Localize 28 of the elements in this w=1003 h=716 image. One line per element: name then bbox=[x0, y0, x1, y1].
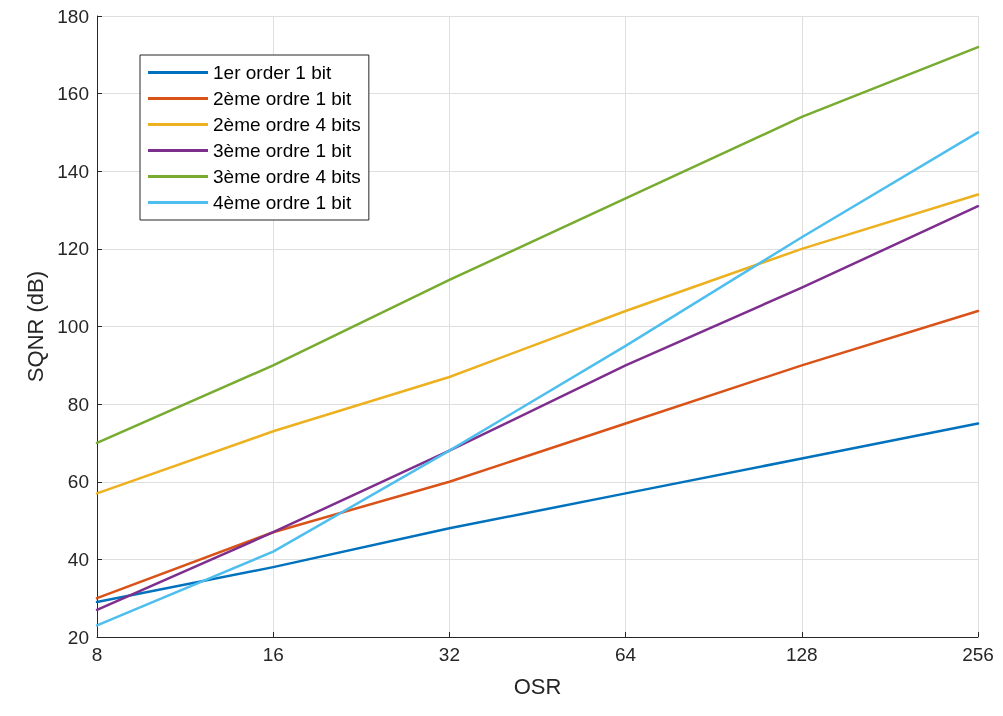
y-tick-label: 80 bbox=[67, 393, 89, 415]
x-tick-label: 16 bbox=[262, 644, 284, 665]
y-tick-label: 120 bbox=[57, 238, 89, 260]
y-tick-label: 60 bbox=[67, 471, 89, 493]
y-tick-label: 180 bbox=[57, 5, 89, 27]
x-tick-label: 32 bbox=[438, 644, 460, 665]
legend-label: 3ème ordre 1 bit bbox=[213, 140, 353, 161]
line-series bbox=[95, 309, 980, 600]
x-tick-label: 128 bbox=[785, 644, 818, 665]
line-series bbox=[95, 131, 980, 627]
legend-label: 1er order 1 bit bbox=[213, 62, 333, 83]
y-axis-title: SQNR (dB) bbox=[22, 270, 48, 383]
x-tick-label: 8 bbox=[91, 644, 103, 665]
legend-label: 2ème ordre 1 bit bbox=[213, 88, 353, 109]
y-tick-label: 100 bbox=[57, 316, 89, 337]
line-series bbox=[95, 45, 980, 445]
y-tick-label: 160 bbox=[57, 83, 89, 105]
line-series bbox=[95, 193, 980, 495]
line-series bbox=[95, 422, 980, 604]
legend-label: 2ème ordre 4 bits bbox=[213, 114, 361, 135]
legend-label: 4ème ordre 1 bit bbox=[213, 192, 353, 213]
x-tick-label: 256 bbox=[962, 644, 994, 665]
legend-label: 3ème ordre 4 bits bbox=[213, 166, 361, 187]
x-tick-label: 64 bbox=[615, 644, 637, 665]
y-tick-label: 20 bbox=[67, 626, 89, 648]
y-tick-label: 40 bbox=[67, 548, 89, 570]
y-tick-label: 140 bbox=[57, 160, 89, 182]
x-axis-title: OSR bbox=[513, 673, 562, 699]
